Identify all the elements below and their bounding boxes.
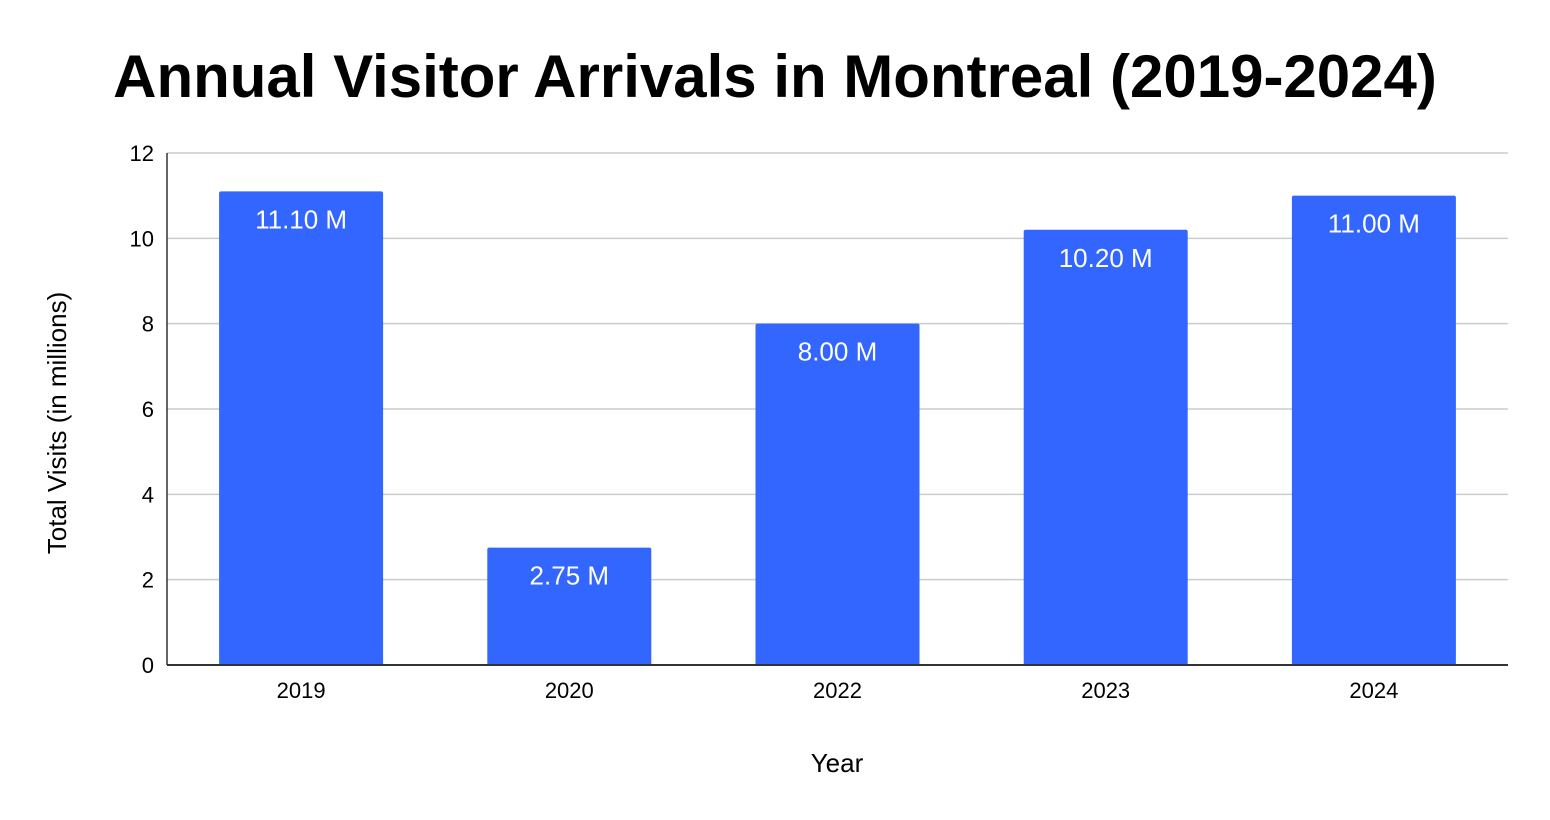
x-axis-title: Year [811,748,864,778]
y-tick-label: 0 [142,653,154,678]
bar-2023 [1023,229,1188,666]
bar-data-label: 10.20 M [1059,243,1153,273]
bar-2020 [487,547,652,665]
bar-data-label: 8.00 M [798,337,878,367]
x-tick-label: 2022 [813,678,862,703]
x-axis-ticks: 2019 2020 2022 2023 2024 [277,678,1399,703]
x-tick-label: 2023 [1081,678,1130,703]
y-tick-label: 10 [130,226,154,251]
bar-2024 [1291,195,1456,665]
bar-data-label: 2.75 M [530,561,610,591]
y-axis-title: Total Visits (in millions) [42,292,72,554]
y-axis-ticks: 0 2 4 6 8 10 12 [130,141,154,678]
chart-title: Annual Visitor Arrivals in Montreal (201… [113,43,1437,110]
y-tick-label: 8 [142,312,154,337]
y-tick-label: 2 [142,568,154,593]
bars: 11.10 M 2.75 M 8.00 M 10.20 M 11.00 M [219,191,1456,666]
bar-2019 [219,191,384,665]
x-tick-label: 2020 [545,678,594,703]
x-tick-label: 2024 [1349,678,1398,703]
bar-2022 [755,323,920,665]
bar-data-label: 11.00 M [1328,209,1420,239]
y-tick-label: 12 [130,141,154,166]
y-tick-label: 6 [142,397,154,422]
x-tick-label: 2019 [277,678,326,703]
bar-data-label: 11.10 M [255,204,347,234]
y-tick-label: 4 [142,482,154,507]
